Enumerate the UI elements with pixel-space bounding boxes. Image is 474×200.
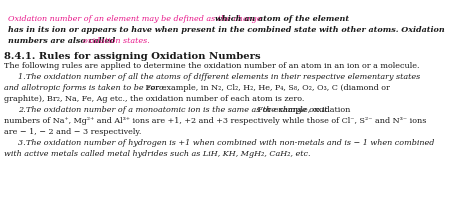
Text: For example, in N₂, Cl₂, H₂, He, P₄, S₈, O₂, O₃, C (diamond or: For example, in N₂, Cl₂, H₂, He, P₄, S₈,… bbox=[143, 84, 390, 92]
Text: which an atom of the element: which an atom of the element bbox=[215, 15, 349, 23]
Text: The oxidation number of hydrogen is +1 when combined with non-metals and is − 1 : The oxidation number of hydrogen is +1 w… bbox=[26, 139, 434, 147]
Text: numbers are also called: numbers are also called bbox=[8, 37, 118, 45]
Text: The oxidation number of all the atoms of different elements in their respective : The oxidation number of all the atoms of… bbox=[26, 73, 420, 81]
Text: For example, oxidation: For example, oxidation bbox=[255, 106, 350, 114]
Text: numbers of Na⁺, Mg²⁺ and Al³⁺ ions are +1, +2 and +3 respectively while those of: numbers of Na⁺, Mg²⁺ and Al³⁺ ions are +… bbox=[4, 117, 427, 125]
Text: Oxidation number of an element may be defined as the charge: Oxidation number of an element may be de… bbox=[8, 15, 264, 23]
Text: has in its ion or appears to have when present in the combined state with other : has in its ion or appears to have when p… bbox=[8, 26, 445, 34]
Text: The oxidation number of a monoatomic ion is the same as the charge on it.: The oxidation number of a monoatomic ion… bbox=[26, 106, 330, 114]
Text: The following rules are applied to determine the oxidation number of an atom in : The following rules are applied to deter… bbox=[4, 62, 419, 70]
Text: 8.4.1. Rules for assigning Oxidation Numbers: 8.4.1. Rules for assigning Oxidation Num… bbox=[4, 52, 261, 61]
Text: are − 1, − 2 and − 3 respectively.: are − 1, − 2 and − 3 respectively. bbox=[4, 128, 141, 136]
Text: with active metals called metal hydrides such as LiH, KH, MgH₂, CaH₂, etc.: with active metals called metal hydrides… bbox=[4, 150, 310, 158]
Text: 2.: 2. bbox=[18, 106, 28, 114]
Text: 3.: 3. bbox=[18, 139, 28, 147]
Text: 1.: 1. bbox=[18, 73, 28, 81]
Text: graphite), Br₂, Na, Fe, Ag etc., the oxidation number of each atom is zero.: graphite), Br₂, Na, Fe, Ag etc., the oxi… bbox=[4, 95, 304, 103]
Text: oxidation states.: oxidation states. bbox=[83, 37, 150, 45]
Text: and allotropic forms is taken to be zero.: and allotropic forms is taken to be zero… bbox=[4, 84, 166, 92]
